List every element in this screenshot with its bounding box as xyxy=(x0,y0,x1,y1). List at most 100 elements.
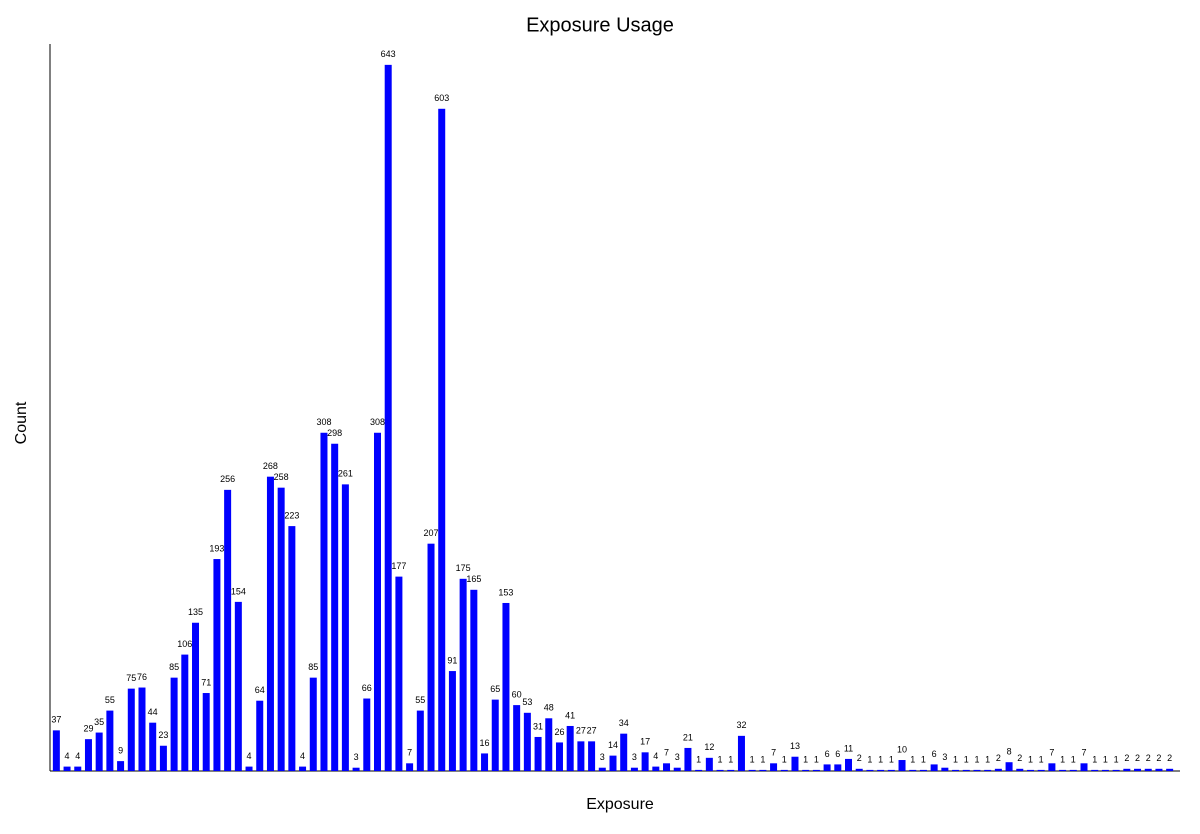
value-label: 1 xyxy=(718,754,723,764)
value-label: 7 xyxy=(664,748,669,758)
bar xyxy=(234,601,242,771)
value-label: 135 xyxy=(188,607,203,617)
value-label: 3 xyxy=(675,752,680,762)
value-label: 1 xyxy=(1114,754,1119,764)
value-label: 1 xyxy=(1028,754,1033,764)
value-label: 60 xyxy=(512,689,522,699)
bar xyxy=(673,767,681,771)
value-label: 1 xyxy=(728,754,733,764)
value-label: 2 xyxy=(1017,753,1022,763)
bar xyxy=(770,763,778,771)
bar xyxy=(845,758,853,771)
bar xyxy=(523,712,531,771)
bar xyxy=(309,677,317,771)
bar xyxy=(1080,763,1088,771)
value-label: 76 xyxy=(137,672,147,682)
value-label: 4 xyxy=(300,751,305,761)
bar xyxy=(384,64,392,772)
value-label: 1 xyxy=(1071,754,1076,764)
bar xyxy=(652,766,660,771)
value-label: 1 xyxy=(867,754,872,764)
value-label: 91 xyxy=(447,655,457,665)
value-label: 26 xyxy=(554,727,564,737)
bar xyxy=(224,489,232,771)
bar xyxy=(1069,769,1077,771)
value-label: 2 xyxy=(1146,753,1151,763)
bar xyxy=(159,745,167,771)
bar xyxy=(106,710,114,771)
value-label: 17 xyxy=(640,737,650,747)
bar xyxy=(748,769,756,771)
value-label: 1 xyxy=(803,754,808,764)
value-label: 223 xyxy=(284,510,299,520)
bar xyxy=(331,443,339,771)
bar xyxy=(855,768,863,771)
bar xyxy=(459,578,467,771)
bar xyxy=(1048,763,1056,771)
bar xyxy=(266,476,274,771)
bar xyxy=(299,766,307,771)
bar xyxy=(812,769,820,771)
value-label: 1 xyxy=(750,754,755,764)
value-label: 256 xyxy=(220,474,235,484)
value-label: 7 xyxy=(407,748,412,758)
bar xyxy=(448,671,456,771)
bar xyxy=(823,764,831,771)
bar xyxy=(138,687,146,771)
value-label: 53 xyxy=(522,697,532,707)
value-label: 1 xyxy=(910,754,915,764)
bar xyxy=(780,769,788,771)
value-label: 1 xyxy=(1092,754,1097,764)
value-label: 71 xyxy=(201,677,211,687)
bar xyxy=(609,755,617,771)
bar xyxy=(962,769,970,771)
value-label: 7 xyxy=(1049,748,1054,758)
value-label: 85 xyxy=(169,662,179,672)
value-label: 3 xyxy=(600,752,605,762)
bar xyxy=(620,733,628,771)
value-label: 12 xyxy=(704,742,714,752)
value-label: 1 xyxy=(696,754,701,764)
value-label: 4 xyxy=(75,751,80,761)
bar xyxy=(994,768,1002,771)
value-label: 298 xyxy=(327,428,342,438)
value-label: 55 xyxy=(415,695,425,705)
value-label: 261 xyxy=(338,469,353,479)
bar xyxy=(277,487,285,771)
bar xyxy=(74,766,82,771)
bar xyxy=(1005,762,1013,771)
bar xyxy=(127,688,135,771)
bar xyxy=(802,769,810,771)
value-label: 9 xyxy=(118,745,123,755)
bar xyxy=(834,764,842,771)
value-label: 177 xyxy=(391,561,406,571)
bar xyxy=(588,741,596,771)
bar xyxy=(395,576,403,771)
bar xyxy=(416,710,424,771)
bar xyxy=(406,763,414,771)
value-label: 268 xyxy=(263,461,278,471)
value-label: 14 xyxy=(608,740,618,750)
value-label: 64 xyxy=(255,685,265,695)
value-label: 27 xyxy=(576,726,586,736)
bar xyxy=(63,766,71,771)
value-label: 6 xyxy=(932,749,937,759)
bar xyxy=(84,739,92,771)
value-label: 44 xyxy=(148,707,158,717)
value-label: 1 xyxy=(974,754,979,764)
value-label: 7 xyxy=(1082,748,1087,758)
bar xyxy=(663,763,671,771)
bar xyxy=(117,761,125,771)
bar xyxy=(341,484,349,771)
bar xyxy=(288,526,296,771)
bar xyxy=(941,767,949,771)
bar xyxy=(1026,769,1034,771)
value-label: 6 xyxy=(825,749,830,759)
bar xyxy=(887,769,895,771)
value-label: 1 xyxy=(1103,754,1108,764)
value-label: 603 xyxy=(434,93,449,103)
bar xyxy=(759,769,767,771)
value-label: 106 xyxy=(177,639,192,649)
bar xyxy=(1037,769,1045,771)
